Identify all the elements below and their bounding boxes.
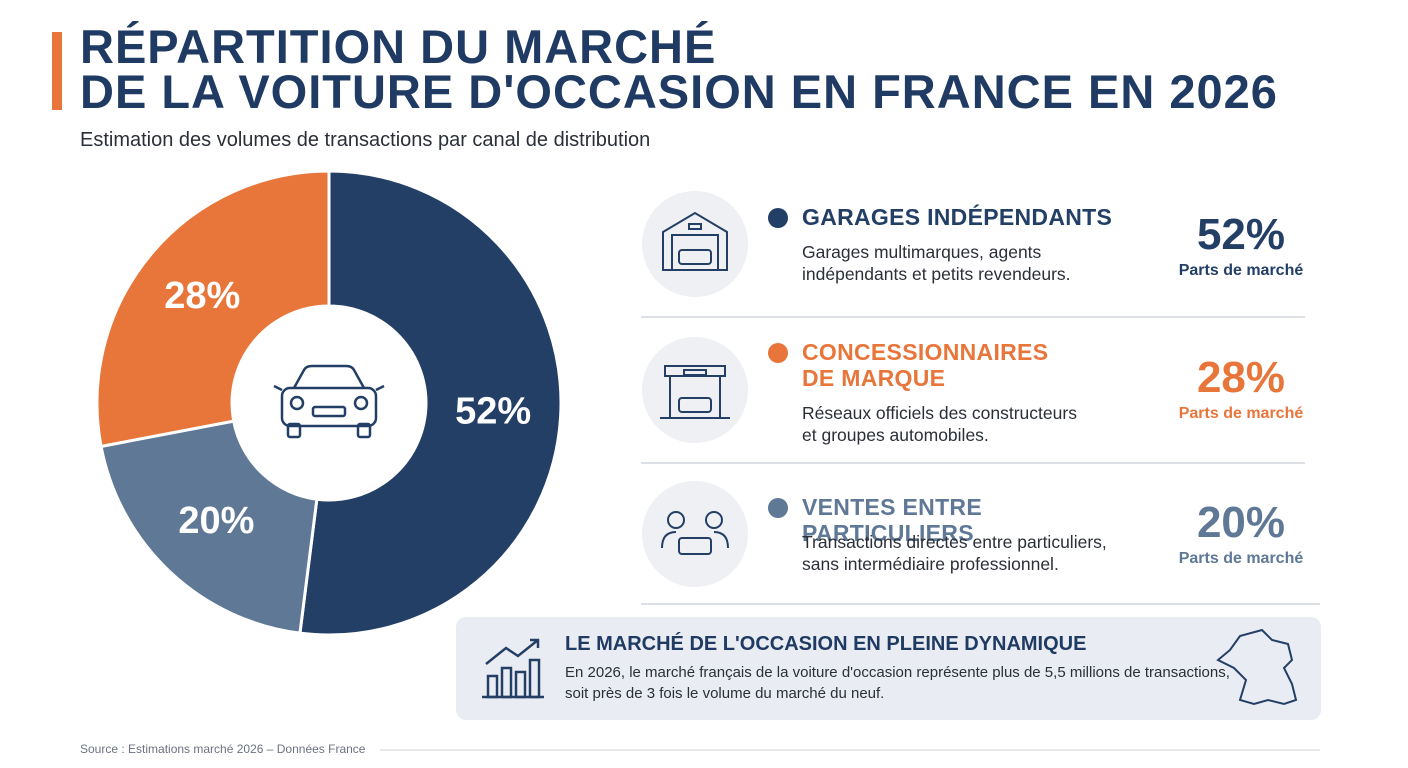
icon-bg	[642, 191, 748, 297]
garage-icon	[662, 211, 728, 271]
share-value: 52%	[1196, 210, 1286, 259]
category-name: CONCESSIONNAIRES DE MARQUE	[802, 339, 1049, 391]
callout-line: soit près de 3 fois le volume du marché …	[565, 685, 885, 702]
callout-title: LE MARCHÉ DE L'OCCASION EN PLEINE DYNAMI…	[565, 633, 1087, 655]
dealer-icon	[660, 365, 730, 419]
pie-slice	[95, 169, 331, 449]
people-icon	[661, 511, 729, 555]
share-value: 20%	[1196, 498, 1286, 547]
callout-line: En 2026, le marché français de la voitur…	[565, 664, 1230, 681]
icon-bg	[642, 481, 748, 587]
growth-icon	[482, 638, 544, 699]
legend-dot	[768, 343, 788, 363]
title: RÉPARTITION DU MARCHÉ DE LA VOITURE D'OC…	[80, 20, 1278, 118]
description-line: Transactions directes entre particuliers…	[802, 532, 1107, 552]
description-line: Garages multimarques, agents	[802, 242, 1042, 262]
subtitle: Estimation des volumes de transactions p…	[80, 129, 651, 151]
title-line: RÉPARTITION DU MARCHÉ	[80, 20, 717, 73]
description-line: et groupes automobiles.	[802, 425, 989, 445]
description-line: Réseaux officiels des constructeurs	[802, 403, 1077, 423]
callout-text: En 2026, le marché français de la voitur…	[565, 662, 1230, 704]
category-description: Transactions directes entre particuliers…	[802, 531, 1107, 575]
legend-dot	[768, 498, 788, 518]
slice-label: 20%	[178, 500, 254, 542]
slice-label: 52%	[455, 390, 531, 432]
share-value: 28%	[1196, 353, 1286, 402]
legend-dot	[768, 208, 788, 228]
title-accent	[52, 32, 62, 110]
slice-label: 28%	[164, 275, 240, 317]
france-map	[1216, 628, 1298, 706]
title-line: DE LA VOITURE D'OCCASION EN FRANCE EN 20…	[80, 65, 1278, 118]
category-name: GARAGES INDÉPENDANTS	[802, 204, 1113, 230]
share-caption: Parts de marché	[1178, 262, 1304, 279]
description-line: indépendants et petits revendeurs.	[802, 264, 1071, 284]
car-icon	[273, 364, 385, 439]
share-caption: Parts de marché	[1178, 550, 1304, 567]
category-description: Réseaux officiels des constructeurs et gr…	[802, 402, 1077, 446]
source: Source : Estimations marché 2026 – Donné…	[80, 742, 366, 756]
description-line: sans intermédiaire professionnel.	[802, 554, 1059, 574]
callout-box	[456, 617, 1321, 720]
donut-chart: 52% 28% 20%	[95, 169, 563, 637]
donut-hole	[232, 306, 426, 500]
icon-bg	[642, 337, 748, 443]
category-description: Garages multimarques, agents indépendants…	[802, 241, 1071, 285]
category-name: VENTES ENTRE PARTICULIERS	[802, 494, 982, 546]
share-caption: Parts de marché	[1178, 405, 1304, 422]
